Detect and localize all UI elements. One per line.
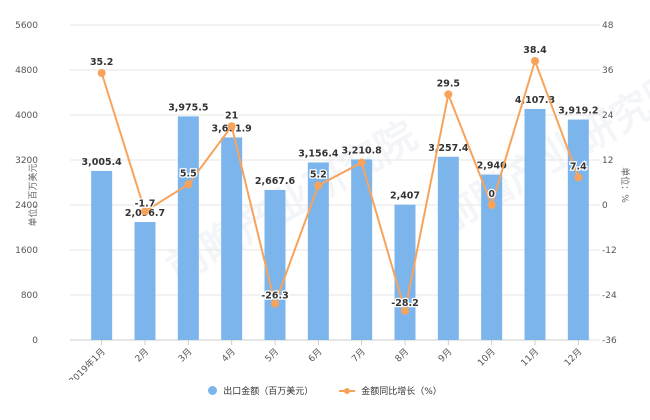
bar[interactable] <box>177 116 199 340</box>
x-tick-label: 3月 <box>176 346 194 364</box>
right-tick-label: 24 <box>602 111 614 121</box>
combo-chart: 0 800 1600 2400 3200 4000 4800 5600 -36 -24 -12 0 1… <box>15 21 631 380</box>
bar[interactable] <box>481 174 503 340</box>
bar[interactable] <box>307 162 329 340</box>
bar-value-label: 2,407 <box>390 191 420 202</box>
bar[interactable] <box>437 156 459 340</box>
right-tick-label: 12 <box>602 156 613 166</box>
left-tick-label: 2400 <box>15 201 38 211</box>
bar-value-label: 3,005.4 <box>82 157 123 168</box>
line-data-labels: 35.2 -1.7 5.5 21 -26.3 5.2 -28.2 29.5 0 38.4 7.4 <box>89 44 589 310</box>
line-value-label: -28.2 <box>391 298 418 309</box>
bar-value-label: 3,210.8 <box>342 145 383 156</box>
right-axis-ticks: -36 -24 -12 0 12 24 36 48 <box>602 21 617 346</box>
right-axis-title: 单位：% <box>619 167 631 203</box>
right-tick-label: -36 <box>602 336 617 346</box>
x-tick-label: 10月 <box>476 346 498 368</box>
line-value-label: 7.4 <box>570 161 587 172</box>
line-point[interactable] <box>487 201 496 209</box>
line-point[interactable] <box>97 69 106 77</box>
bar[interactable] <box>524 108 546 340</box>
left-tick-label: 4800 <box>15 66 38 76</box>
x-axis-ticks: 2019年1月 2月 3月 4月 5月 6月 7月 8月 9月 10月 11月 12月 <box>66 340 584 380</box>
bar-value-label: 3,919.2 <box>558 106 598 117</box>
bar-value-label: 2,940 <box>477 161 507 172</box>
line-point[interactable] <box>314 181 323 190</box>
line-point[interactable] <box>227 122 236 131</box>
right-tick-label: 36 <box>602 66 614 76</box>
line-point[interactable] <box>444 90 453 99</box>
line-value-label: 5.5 <box>180 168 197 179</box>
x-tick-label: 2019年1月 <box>66 346 107 380</box>
left-tick-label: 800 <box>21 291 38 301</box>
left-tick-label: 0 <box>32 336 38 346</box>
line-point[interactable] <box>574 173 583 182</box>
line-value-label: 38.4 <box>523 45 547 56</box>
line-value-label: 35.2 <box>90 57 113 68</box>
left-tick-label: 1600 <box>15 246 38 256</box>
line-series <box>97 57 583 315</box>
line-value-label: 21 <box>225 110 238 121</box>
right-tick-label: -24 <box>602 291 617 301</box>
circle-marker-icon <box>208 386 218 395</box>
bar-value-label: 4,107.3 <box>515 95 555 106</box>
x-tick-label: 4月 <box>220 346 238 364</box>
legend: 出口金额（百万美元） 金额同比增长（%） <box>0 384 650 397</box>
line-value-label: 5.2 <box>310 170 327 181</box>
line-marker-icon <box>339 386 356 395</box>
bar[interactable] <box>264 189 286 340</box>
x-tick-label: 8月 <box>393 346 411 364</box>
bar[interactable] <box>567 119 589 340</box>
x-tick-label: 11月 <box>519 346 541 368</box>
left-axis-ticks: 0 800 1600 2400 3200 4000 4800 5600 <box>15 21 38 346</box>
bar[interactable] <box>91 170 113 340</box>
bar-series <box>91 108 589 340</box>
x-tick-label: 5月 <box>263 346 281 364</box>
x-tick-label: 2月 <box>133 346 151 364</box>
x-tick-label: 9月 <box>436 346 454 364</box>
line-point[interactable] <box>271 299 279 308</box>
line-value-label: 29.5 <box>437 78 460 89</box>
legend-item-export-amount[interactable]: 出口金额（百万美元） <box>208 384 313 397</box>
bar-value-label: 3,156.4 <box>298 148 339 159</box>
growth-line <box>100 57 580 312</box>
x-tick-label: 7月 <box>350 346 368 364</box>
bar-value-label: 3,257.4 <box>428 143 469 154</box>
line-point[interactable] <box>401 306 409 315</box>
line-point[interactable] <box>357 158 366 167</box>
right-tick-label: 48 <box>602 21 614 31</box>
left-tick-label: 3200 <box>15 156 38 166</box>
left-tick-label: 4000 <box>15 111 38 121</box>
line-point[interactable] <box>531 57 539 65</box>
right-tick-label: -12 <box>602 246 617 256</box>
bar[interactable] <box>394 204 416 340</box>
line-point[interactable] <box>141 207 149 216</box>
left-axis-title: 单位：百万美元 <box>27 163 39 226</box>
line-value-label: -26.3 <box>261 291 288 302</box>
bar[interactable] <box>221 137 243 340</box>
legend-label: 出口金额（百万美元） <box>223 387 314 397</box>
x-tick-label: 12月 <box>562 346 584 368</box>
bar[interactable] <box>134 222 156 340</box>
left-tick-label: 5600 <box>15 21 38 31</box>
x-tick-label: 6月 <box>306 346 324 364</box>
line-value-label: 0 <box>488 189 495 200</box>
bar-value-label: 3,975.5 <box>168 102 208 113</box>
line-point[interactable] <box>184 180 193 189</box>
bar[interactable] <box>351 159 373 340</box>
right-tick-label: 0 <box>602 201 608 211</box>
line-value-label: -1.7 <box>135 198 156 209</box>
bar-value-label: 2,667.6 <box>255 176 296 187</box>
bar-data-labels: 3,005.42,096.73,975.53,601.92,667.63,156… <box>82 95 599 219</box>
legend-item-yoy-growth[interactable]: 金额同比增长（%） <box>339 384 442 397</box>
legend-label: 金额同比增长（%） <box>361 387 442 397</box>
